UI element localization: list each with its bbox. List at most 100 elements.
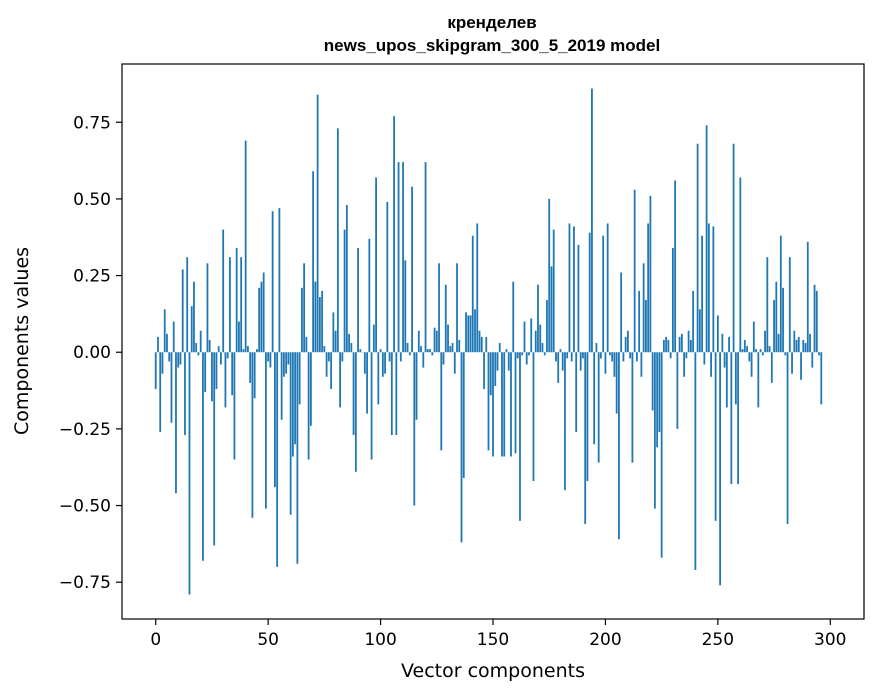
bar — [357, 247, 359, 353]
bar — [211, 352, 213, 402]
x-tick-label: 200 — [589, 630, 621, 650]
bar — [732, 143, 735, 353]
x-axis-ticks: 0 50 100 150 200 250 300 — [150, 619, 846, 650]
bar — [521, 352, 524, 356]
bar — [350, 343, 353, 353]
bar — [546, 300, 548, 353]
bar — [782, 287, 784, 353]
bar — [300, 287, 303, 353]
bar — [404, 260, 407, 353]
bar — [755, 349, 757, 353]
bar — [386, 201, 389, 353]
bar — [249, 352, 252, 383]
bar — [665, 336, 668, 353]
bar — [528, 352, 530, 356]
bar — [341, 352, 344, 362]
bar — [676, 352, 679, 429]
bar — [247, 346, 249, 353]
bar — [238, 321, 240, 353]
bar — [287, 352, 290, 365]
bar — [629, 352, 632, 359]
bar — [813, 284, 816, 353]
bar — [163, 309, 166, 353]
bar — [662, 339, 665, 353]
bar — [460, 352, 463, 543]
bar — [555, 352, 557, 362]
x-tick-label: 250 — [702, 630, 734, 650]
bar — [764, 330, 766, 353]
y-axis-ticks: −0.75 −0.50 −0.25 0.00 0.25 0.50 0.75 — [59, 113, 122, 593]
bar — [539, 324, 542, 353]
bar — [467, 315, 470, 353]
bar — [566, 352, 569, 359]
bar — [206, 263, 209, 353]
bar — [667, 339, 670, 353]
bar — [564, 352, 566, 491]
bar — [413, 352, 416, 506]
chart-title: кренделев — [447, 13, 536, 32]
bar — [586, 352, 589, 482]
bar — [159, 352, 162, 432]
bar — [408, 352, 411, 356]
bar — [532, 352, 535, 482]
bar — [514, 352, 517, 454]
bar — [154, 352, 157, 390]
bar — [307, 352, 310, 460]
bar — [370, 352, 373, 460]
bar — [728, 336, 730, 353]
x-tick-label: 50 — [257, 630, 279, 650]
bar — [606, 223, 609, 353]
bar — [577, 244, 580, 353]
bar — [645, 300, 647, 353]
bar — [725, 352, 728, 408]
bar — [678, 336, 681, 353]
bar — [314, 281, 317, 353]
bar — [642, 263, 645, 353]
bar — [698, 309, 701, 353]
bar — [750, 352, 753, 377]
bar — [415, 352, 418, 420]
bar — [170, 352, 173, 423]
bar — [330, 352, 333, 390]
bar — [267, 352, 270, 362]
bar — [388, 352, 391, 362]
y-tick-label: −0.50 — [59, 497, 111, 517]
bar — [265, 352, 267, 509]
bar — [685, 352, 688, 359]
x-tick-label: 300 — [814, 630, 846, 650]
bar — [671, 247, 674, 353]
bar — [507, 352, 510, 371]
bar — [627, 330, 629, 353]
bar — [516, 352, 519, 359]
bar — [748, 352, 751, 362]
bar — [166, 333, 168, 353]
bar — [818, 352, 820, 356]
bar — [282, 352, 285, 377]
bar — [680, 333, 683, 353]
bar — [779, 235, 782, 353]
bar — [199, 330, 202, 353]
bar — [291, 352, 294, 457]
bar — [471, 235, 474, 353]
bar — [197, 352, 200, 356]
bar — [431, 352, 434, 356]
bar — [449, 346, 452, 353]
bar — [604, 352, 607, 374]
bar — [474, 309, 476, 353]
bar — [730, 352, 733, 485]
bar — [683, 352, 686, 377]
bar — [377, 352, 380, 405]
bar — [251, 352, 254, 518]
bar — [530, 318, 533, 353]
bar — [354, 352, 357, 472]
y-tick-label: −0.25 — [59, 420, 111, 440]
bar — [537, 284, 539, 353]
bar — [318, 297, 321, 353]
bar — [271, 211, 274, 353]
bar — [786, 352, 789, 524]
bar — [788, 257, 791, 353]
bar — [190, 306, 193, 353]
x-axis-label: Vector components — [401, 660, 585, 682]
bar — [737, 352, 739, 485]
bar — [339, 352, 341, 408]
